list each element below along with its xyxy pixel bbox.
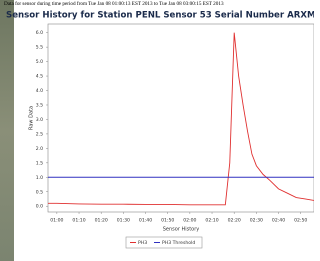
x-tick-label: 01:00 bbox=[50, 218, 63, 224]
y-tick-label: 5.5 bbox=[36, 45, 43, 51]
legend-label: PH3 bbox=[138, 240, 147, 246]
x-tick-label: 01:20 bbox=[95, 218, 108, 224]
y-axis-label: Raw Data bbox=[29, 106, 35, 130]
x-tick-label: 02:00 bbox=[183, 218, 196, 224]
background-photo bbox=[0, 0, 14, 261]
y-tick-label: 6.0 bbox=[36, 30, 43, 36]
x-tick-label: 01:30 bbox=[117, 218, 130, 224]
x-tick-label: 01:10 bbox=[72, 218, 85, 224]
y-tick-label: 1.0 bbox=[36, 175, 43, 181]
y-tick-label: 0.0 bbox=[36, 204, 43, 210]
y-tick-label: 5.0 bbox=[36, 59, 43, 65]
y-tick-label: 1.5 bbox=[36, 160, 43, 166]
y-tick-label: 4.0 bbox=[36, 88, 43, 94]
chart: Data for sensor during time period from … bbox=[0, 0, 314, 261]
y-tick-label: 4.5 bbox=[36, 74, 43, 80]
x-tick-label: 02:40 bbox=[272, 218, 285, 224]
x-tick-label: 02:30 bbox=[250, 218, 263, 224]
x-tick-label: 02:10 bbox=[205, 218, 218, 224]
plot-frame bbox=[48, 24, 314, 212]
x-tick-label: 02:20 bbox=[228, 218, 241, 224]
x-tick-label: 02:50 bbox=[294, 218, 307, 224]
y-tick-label: 2.0 bbox=[36, 146, 43, 152]
x-tick-label: 01:40 bbox=[139, 218, 152, 224]
legend-label: PH3 Threshold bbox=[162, 240, 195, 246]
y-tick-label: 3.5 bbox=[36, 102, 43, 108]
y-tick-label: 2.5 bbox=[36, 131, 43, 137]
y-tick-label: 0.5 bbox=[36, 189, 43, 195]
subtitle: Data for sensor during time period from … bbox=[4, 0, 224, 7]
x-tick-label: 01:50 bbox=[161, 218, 174, 224]
x-axis-label: Sensor History bbox=[163, 227, 200, 233]
chart-title: Sensor History for Station PENL Sensor 5… bbox=[6, 11, 314, 21]
y-tick-label: 3.0 bbox=[36, 117, 43, 123]
